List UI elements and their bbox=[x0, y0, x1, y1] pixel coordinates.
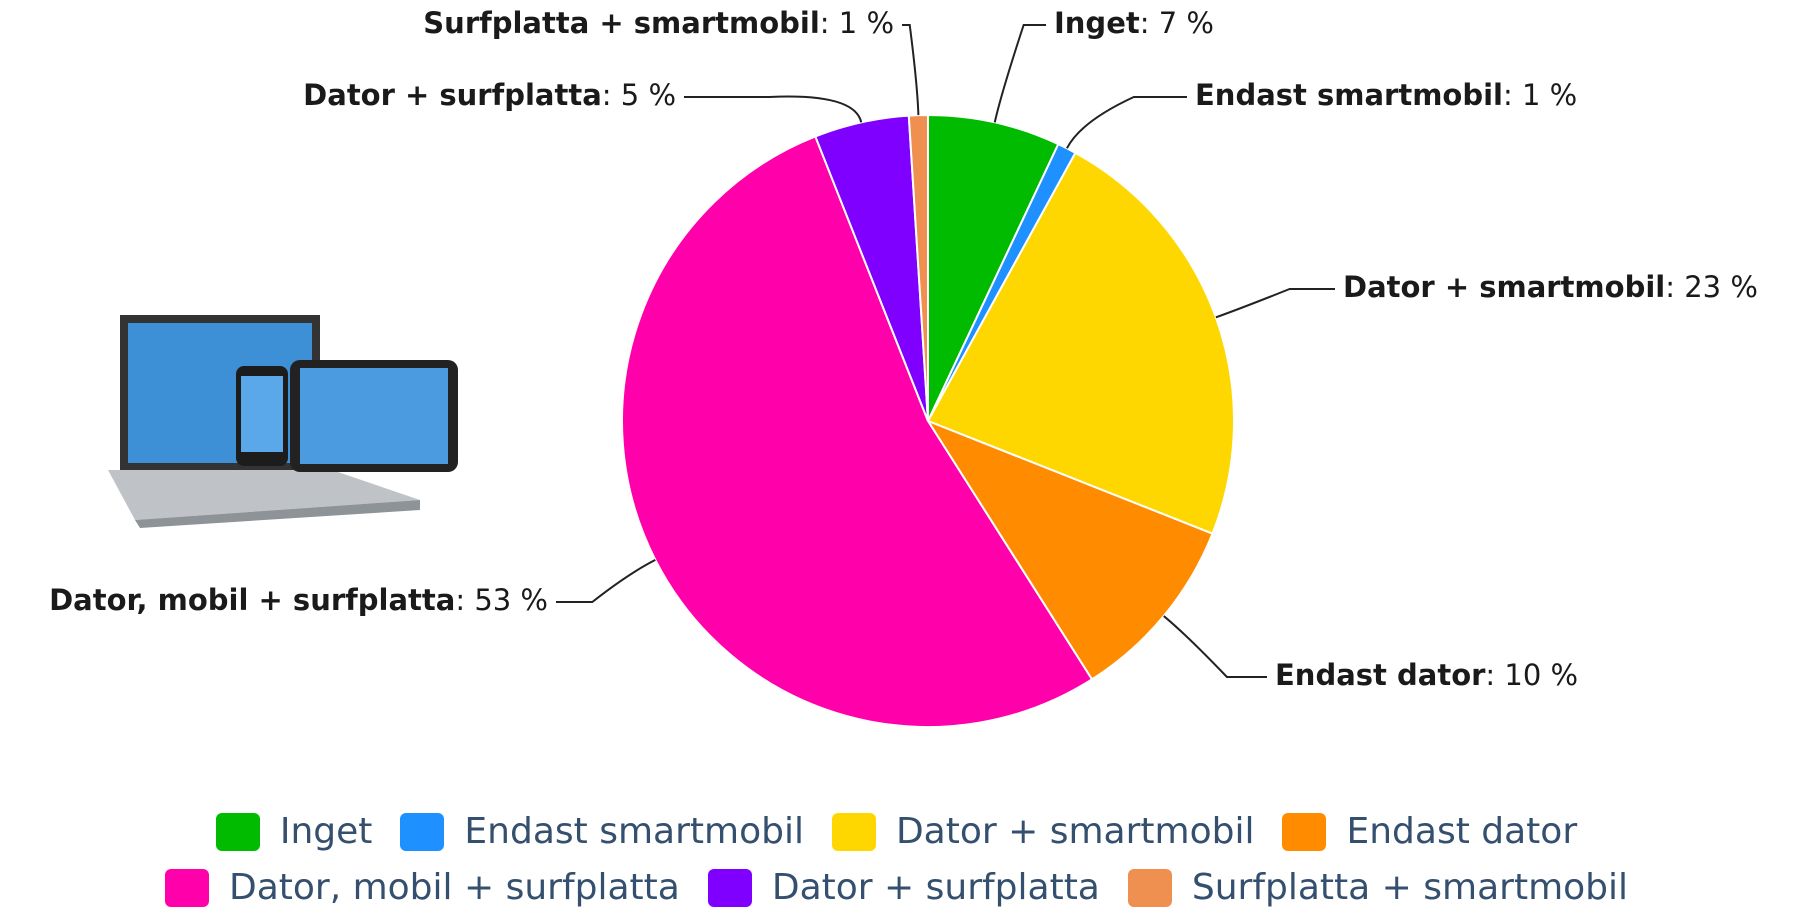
legend-item[interactable]: Dator, mobil + surfplatta bbox=[164, 867, 680, 908]
legend-item[interactable]: Dator + surfplatta bbox=[707, 867, 1100, 908]
legend-swatch bbox=[215, 813, 260, 851]
legend-item[interactable]: Surfplatta + smartmobil bbox=[1127, 867, 1629, 908]
label-name: Endast dator bbox=[1275, 658, 1486, 692]
connector bbox=[556, 559, 656, 603]
label-value: : 23 % bbox=[1665, 270, 1758, 304]
legend-item[interactable]: Endast smartmobil bbox=[400, 812, 804, 852]
legend-swatch bbox=[1282, 813, 1327, 851]
legend-swatch bbox=[400, 813, 445, 851]
label-name: Dator + surfplatta bbox=[303, 78, 602, 112]
label-name: Surfplatta + smartmobil bbox=[423, 6, 820, 40]
data-label: Endast dator: 10 % bbox=[1275, 658, 1578, 692]
legend-swatch bbox=[831, 813, 876, 851]
connector bbox=[684, 95, 863, 123]
legend-item[interactable]: Inget bbox=[215, 811, 373, 852]
devices-picture bbox=[108, 315, 458, 528]
data-label: Endast smartmobil: 1 % bbox=[1195, 78, 1577, 112]
pie-slice bbox=[926, 151, 1235, 535]
legend-items: Inget Endast smartmobil Dator + smartmobil… bbox=[147, 812, 1647, 908]
legend-label: Endast smartmobil bbox=[464, 811, 804, 852]
legend-label: Inget bbox=[279, 811, 373, 852]
legend-label: Endast dator bbox=[1346, 811, 1578, 852]
legend-item[interactable]: Dator + smartmobil bbox=[831, 811, 1255, 852]
connector bbox=[993, 24, 1046, 123]
data-label: Dator + surfplatta: 5 % bbox=[303, 78, 676, 112]
legend-label: Dator, mobil + surfplatta bbox=[228, 867, 680, 908]
legend: Inget Endast smartmobil Dator + smartmobil… bbox=[0, 812, 1793, 908]
data-label: Dator, mobil + surfplatta: 53 % bbox=[49, 583, 548, 617]
connector bbox=[902, 24, 920, 116]
label-value: : 5 % bbox=[602, 78, 676, 112]
data-label: Surfplatta + smartmobil: 1 % bbox=[423, 6, 894, 40]
label-value: : 1 % bbox=[820, 6, 894, 40]
pie-slice bbox=[907, 113, 929, 422]
legend-label: Dator + smartmobil bbox=[895, 811, 1255, 852]
legend-label: Dator + surfplatta bbox=[771, 867, 1100, 908]
legend-swatch bbox=[164, 869, 209, 907]
label-name: Dator + smartmobil bbox=[1343, 270, 1665, 304]
label-name: Inget bbox=[1054, 6, 1140, 40]
label-name: Endast smartmobil bbox=[1195, 78, 1503, 112]
connector bbox=[1066, 96, 1187, 149]
legend-swatch bbox=[1127, 869, 1172, 907]
legend-label: Surfplatta + smartmobil bbox=[1191, 867, 1629, 908]
connector bbox=[1215, 288, 1335, 319]
legend-swatch bbox=[707, 869, 752, 907]
pie-slice bbox=[925, 418, 1214, 681]
label-value: : 7 % bbox=[1140, 6, 1214, 40]
label-value: : 1 % bbox=[1503, 78, 1577, 112]
data-label: Dator + smartmobil: 23 % bbox=[1343, 270, 1758, 304]
label-name: Dator, mobil + surfplatta bbox=[49, 583, 455, 617]
connector bbox=[1163, 615, 1267, 678]
label-value: : 10 % bbox=[1485, 658, 1578, 692]
legend-item[interactable]: Endast dator bbox=[1282, 812, 1577, 852]
label-value: : 53 % bbox=[455, 583, 548, 617]
data-label: Inget: 7 % bbox=[1054, 6, 1214, 40]
